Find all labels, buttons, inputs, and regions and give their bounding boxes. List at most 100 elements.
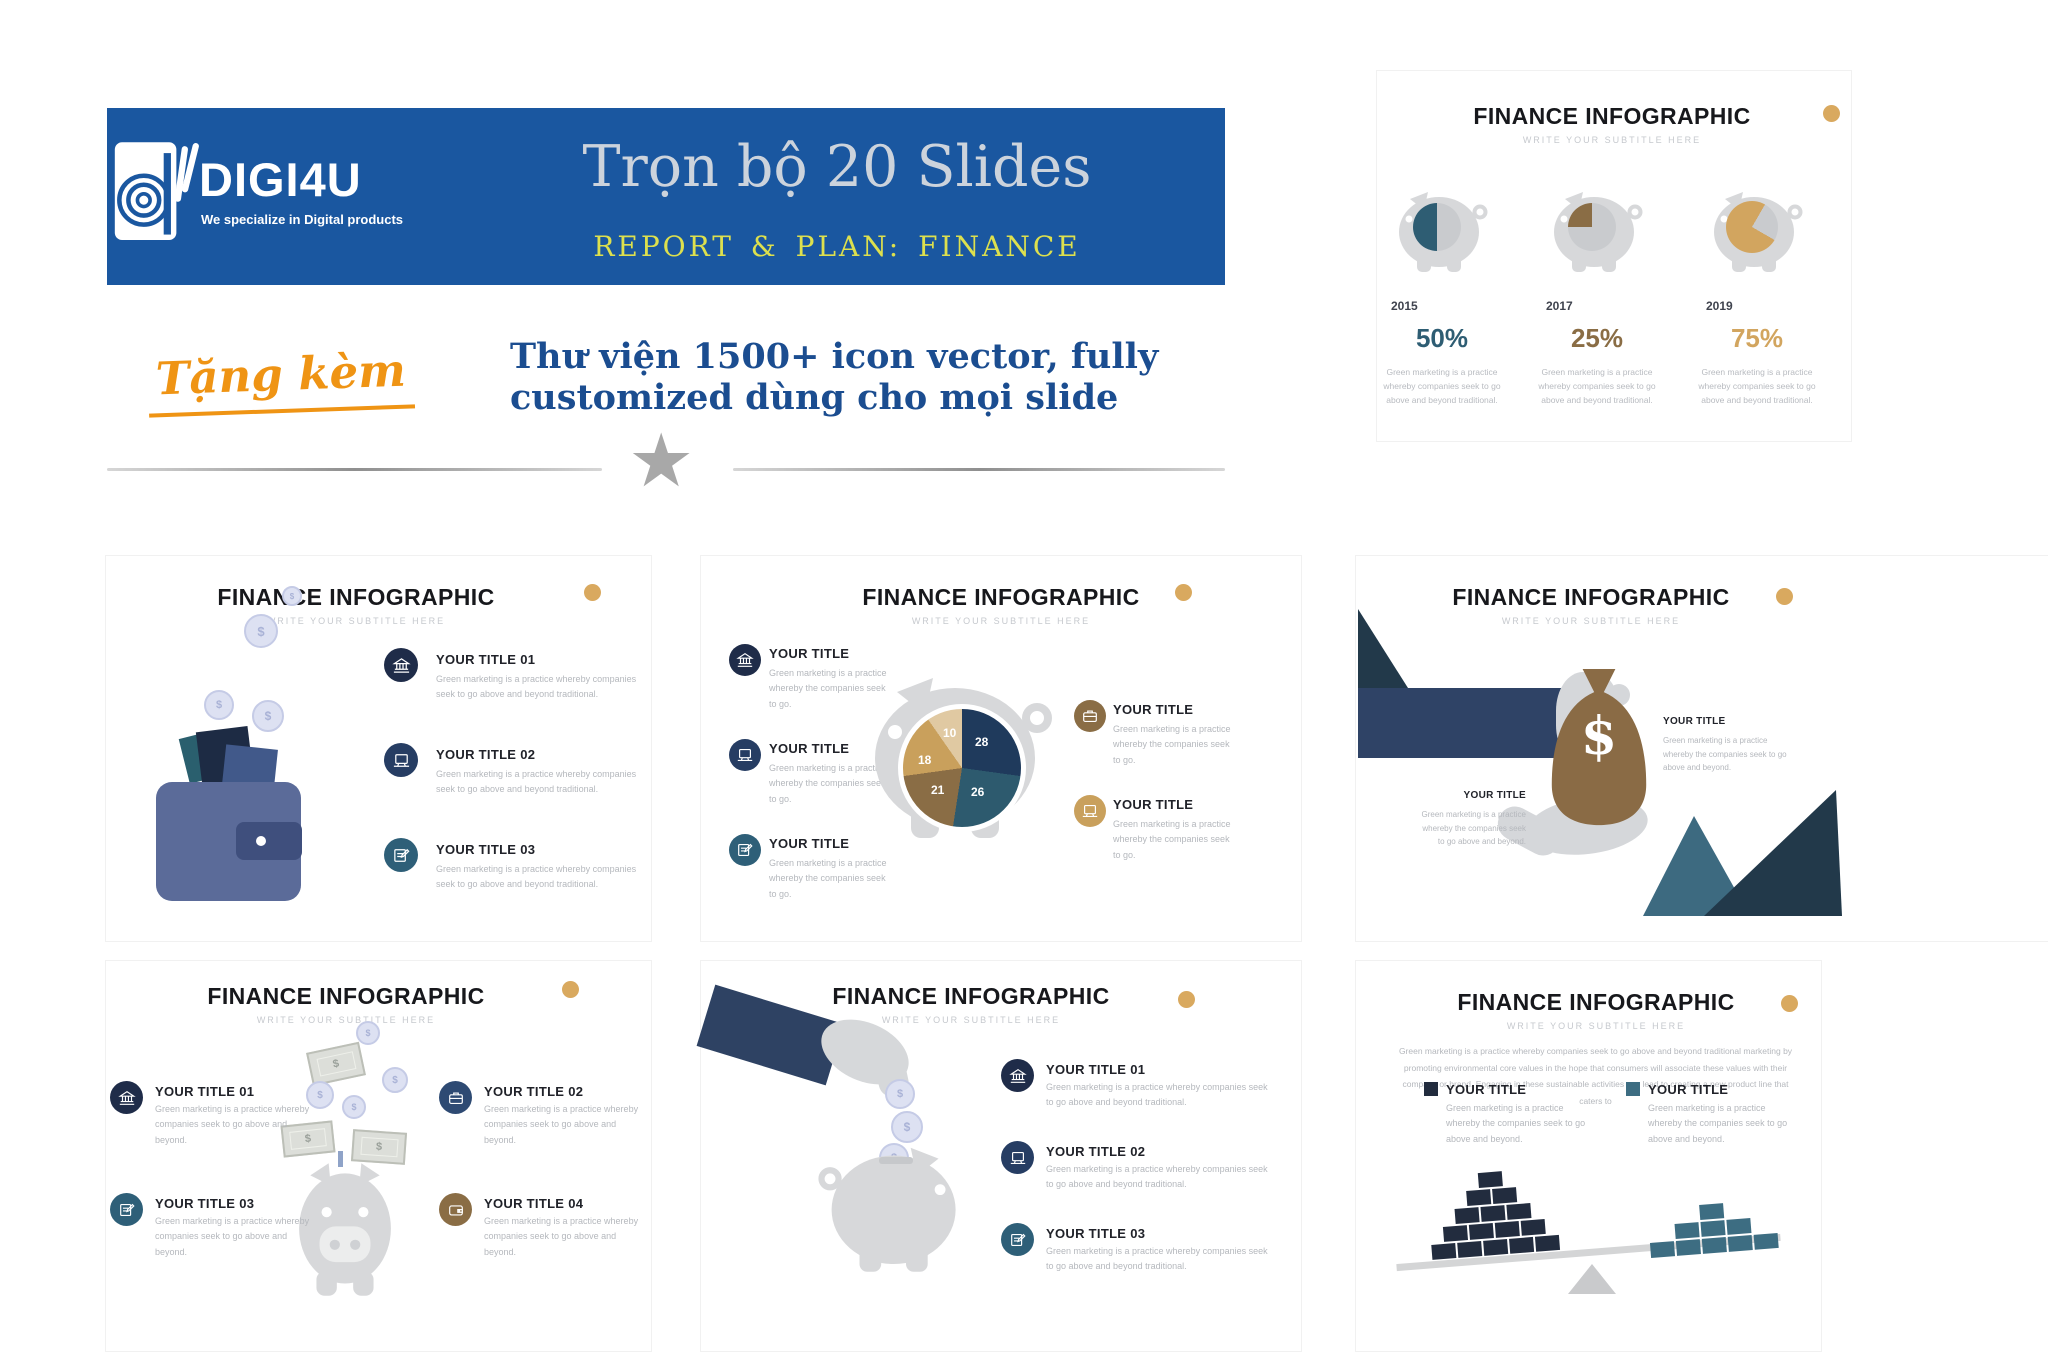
legend-swatch <box>1626 1082 1640 1096</box>
promo-text: Thư viện 1500+ icon vector, fully custom… <box>510 336 1190 419</box>
stat-column-2019: 2019 75% Green marketing is a practice w… <box>1692 71 1822 441</box>
item-title: YOUR TITLE <box>1463 790 1526 801</box>
slide-subtitle: WRITE YOUR SUBTITLE HERE <box>911 616 1091 626</box>
stat-desc: Green marketing is a practice whereby co… <box>1538 367 1656 406</box>
item-desc: Green marketing is a practice whereby co… <box>484 1216 639 1257</box>
slide-number-badge <box>562 981 579 998</box>
item-desc: Green marketing is a practice whereby th… <box>1421 810 1527 847</box>
slide-wallet: FINANCE INFOGRAPHIC WRITE YOUR SUBTITLE … <box>105 555 652 942</box>
slide-falling-money: FINANCE INFOGRAPHIC WRITE YOUR SUBTITLE … <box>105 960 652 1352</box>
dollar-glyph: $ <box>331 1057 341 1071</box>
legend-swatch <box>1424 1082 1438 1096</box>
laptop-icon <box>392 751 411 770</box>
dollar-glyph: $ <box>289 591 295 601</box>
brick <box>1494 1221 1520 1238</box>
brick <box>1726 1218 1752 1235</box>
dollar-glyph: $ <box>257 623 265 639</box>
item-desc: Green marketing is a practice whereby co… <box>436 769 637 795</box>
dollar-glyph: $ <box>365 1028 371 1038</box>
building-icon <box>736 651 754 669</box>
coin-icon: $ <box>306 1081 334 1109</box>
slide-number-badge <box>1175 584 1192 601</box>
item-desc: Green marketing is a practice whereby co… <box>155 1216 310 1257</box>
star-icon: ★ <box>628 419 695 502</box>
item-desc: Green marketing is a practice whereby th… <box>1113 724 1231 765</box>
promo-line-1: Thư viện 1500+ icon vector, fully <box>510 336 1159 377</box>
case-icon <box>447 1089 465 1107</box>
item-desc: Green marketing is a practice whereby co… <box>1046 1082 1268 1108</box>
slide-title: FINANCE INFOGRAPHIC <box>1473 103 1751 129</box>
brick <box>1534 1234 1561 1252</box>
slide-moneybag: FINANCE INFOGRAPHIC WRITE YOUR SUBTITLE … <box>1355 555 2048 942</box>
slide-subtitle: WRITE YOUR SUBTITLE HERE <box>1506 1021 1686 1031</box>
pie-label: 26 <box>971 785 985 799</box>
building-icon <box>392 656 411 675</box>
dollar-glyph: $ <box>264 709 272 723</box>
item-title: YOUR TITLE 02 <box>1046 1144 1146 1159</box>
slide-subtitle: WRITE YOUR SUBTITLE HERE <box>266 616 446 626</box>
item-title: YOUR TITLE 04 <box>484 1196 584 1211</box>
slide-balance: FINANCE INFOGRAPHIC WRITE YOUR SUBTITLE … <box>1355 960 1822 1352</box>
coin-icon: $ <box>891 1111 923 1143</box>
brick <box>1520 1218 1546 1236</box>
slide-title: FINANCE INFOGRAPHIC <box>832 983 1110 1009</box>
dollar-glyph: $ <box>351 1102 357 1112</box>
dollar-glyph: $ <box>375 1140 383 1154</box>
brick <box>1753 1232 1779 1250</box>
arm-sleeve <box>1358 688 1568 758</box>
promo-line-2: customized dùng cho mọi slide <box>510 377 1119 419</box>
item-title: YOUR TITLE 03 <box>436 842 536 857</box>
item-title: YOUR TITLE <box>769 741 850 756</box>
slide-number-badge <box>1823 105 1840 122</box>
money-bag-dollar: $ <box>1580 706 1618 767</box>
item-icon-circle <box>1001 1059 1034 1092</box>
slide-title: FINANCE INFOGRAPHIC <box>207 983 485 1009</box>
coin-icon: $ <box>204 690 234 720</box>
item-title: YOUR TITLE 01 <box>436 652 536 667</box>
legend-desc: Green marketing is a practice whereby th… <box>1648 1103 1788 1144</box>
brick <box>1468 1223 1494 1240</box>
divider-line-left <box>107 468 602 471</box>
brick <box>1700 1220 1726 1237</box>
slide-title: FINANCE INFOGRAPHIC <box>1457 989 1735 1015</box>
slide-title: FINANCE INFOGRAPHIC <box>862 584 1140 610</box>
item-title: YOUR TITLE <box>769 646 850 661</box>
stat-year: 2015 <box>1391 299 1418 313</box>
brick <box>1675 1239 1701 1256</box>
brick <box>1674 1222 1700 1239</box>
divider-line-right <box>733 468 1225 471</box>
wallet-icon <box>447 1201 465 1219</box>
stat-year: 2017 <box>1546 299 1573 313</box>
stat-desc: Green marketing is a practice whereby co… <box>1383 367 1501 406</box>
banknote-icon: $ <box>350 1129 408 1165</box>
slide-piggy-stats: FINANCE INFOGRAPHIC WRITE YOUR SUBTITLE … <box>1376 70 1852 442</box>
piggy-slot <box>879 1157 913 1164</box>
brick <box>1483 1238 1509 1256</box>
dollar-glyph: $ <box>903 1120 911 1134</box>
item-desc: Green marketing is a practice whereby th… <box>1663 736 1787 773</box>
stat-column-2015: 2015 50% Green marketing is a practice w… <box>1377 71 1507 441</box>
laptop-icon <box>1081 802 1099 820</box>
dollar-glyph: $ <box>317 1089 323 1101</box>
slide-subtitle: WRITE YOUR SUBTITLE HERE <box>1501 616 1681 626</box>
brick <box>1509 1236 1535 1254</box>
item-desc: Green marketing is a practice whereby co… <box>1046 1246 1268 1272</box>
item-title: YOUR TITLE <box>1113 797 1194 812</box>
item-title: YOUR TITLE 01 <box>1046 1062 1146 1077</box>
item-icon-circle <box>384 743 418 777</box>
item-title: YOUR TITLE 03 <box>1046 1226 1146 1241</box>
slide-number-badge <box>1776 588 1793 605</box>
logo-wordmark: DIGI4U <box>199 153 362 206</box>
stat-column-2017: 2017 25% Green marketing is a practice w… <box>1532 71 1662 441</box>
brick-pyramid-right <box>1641 1198 1785 1260</box>
banner-subtitle: REPORT & PLAN: FINANCE <box>593 230 1081 263</box>
coin-icon: $ <box>382 1067 408 1093</box>
item-title: YOUR TITLE 01 <box>155 1084 255 1099</box>
slide-paragraph: Green marketing is a practice whereby co… <box>1398 1046 1793 1106</box>
item-desc: Green marketing is a practice whereby co… <box>1046 1164 1268 1190</box>
item-icon-circle <box>729 739 761 771</box>
wallet-flap <box>236 822 302 860</box>
dollar-glyph: $ <box>215 699 223 711</box>
brick <box>1457 1241 1483 1258</box>
coin-icon: $ <box>282 586 302 606</box>
